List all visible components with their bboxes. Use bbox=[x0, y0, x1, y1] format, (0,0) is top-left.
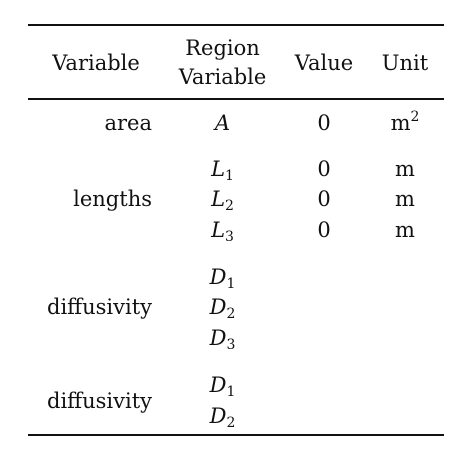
var-base: D bbox=[209, 373, 227, 397]
var-subscript: 1 bbox=[226, 384, 236, 400]
table-top-rule bbox=[28, 24, 444, 26]
table-bottom-rule bbox=[28, 434, 444, 436]
var-subscript: 3 bbox=[225, 229, 234, 245]
var-base: L bbox=[211, 187, 226, 211]
region-var-D1-a: D1 bbox=[165, 265, 280, 292]
region-var-D2-a: D2 bbox=[165, 295, 280, 322]
row-diffusivity-b-label: diffusivity bbox=[47, 389, 152, 413]
var-subscript: 2 bbox=[225, 198, 234, 214]
header-region-line2: Variable bbox=[178, 65, 267, 89]
value-L3: 0 bbox=[317, 218, 331, 242]
unit-L3: m bbox=[395, 218, 415, 242]
value-L2: 0 bbox=[317, 187, 331, 211]
var-subscript: 2 bbox=[226, 306, 236, 322]
region-var-L3: L3 bbox=[165, 218, 280, 245]
header-unit: Unit bbox=[381, 51, 429, 75]
row-area-label: area bbox=[104, 111, 152, 135]
var-subscript: 1 bbox=[226, 276, 236, 292]
header-variable: Variable bbox=[52, 51, 140, 75]
row-diffusivity-a-label: diffusivity bbox=[47, 295, 152, 319]
var-base: D bbox=[209, 326, 227, 350]
unit-L2: m bbox=[395, 187, 415, 211]
row-area-value: 0 bbox=[317, 111, 331, 135]
var-base: D bbox=[209, 404, 227, 428]
header-region-line1: Region bbox=[185, 36, 260, 60]
row-area-unit: m2 bbox=[370, 109, 440, 135]
region-var-D3-a: D3 bbox=[165, 326, 280, 353]
value-L1: 0 bbox=[317, 157, 331, 181]
region-var-D2-b: D2 bbox=[165, 404, 280, 431]
region-var-D1-b: D1 bbox=[165, 373, 280, 400]
table-header-rule bbox=[28, 98, 444, 100]
var-base: L bbox=[211, 157, 226, 181]
var-base: D bbox=[209, 265, 227, 289]
row-area-region-var: A bbox=[214, 111, 231, 135]
region-var-L1: L1 bbox=[165, 157, 280, 184]
header-value: Value bbox=[294, 51, 354, 75]
var-subscript: 1 bbox=[225, 168, 234, 184]
row-lengths-label: lengths bbox=[73, 187, 152, 211]
var-subscript: 2 bbox=[226, 415, 236, 431]
unit-base: m bbox=[390, 111, 411, 135]
unit-exponent: 2 bbox=[410, 109, 420, 125]
region-var-L2: L2 bbox=[165, 187, 280, 214]
var-base: L bbox=[211, 218, 226, 242]
var-base: D bbox=[209, 295, 227, 319]
unit-L1: m bbox=[395, 157, 415, 181]
var-subscript: 3 bbox=[226, 337, 236, 353]
